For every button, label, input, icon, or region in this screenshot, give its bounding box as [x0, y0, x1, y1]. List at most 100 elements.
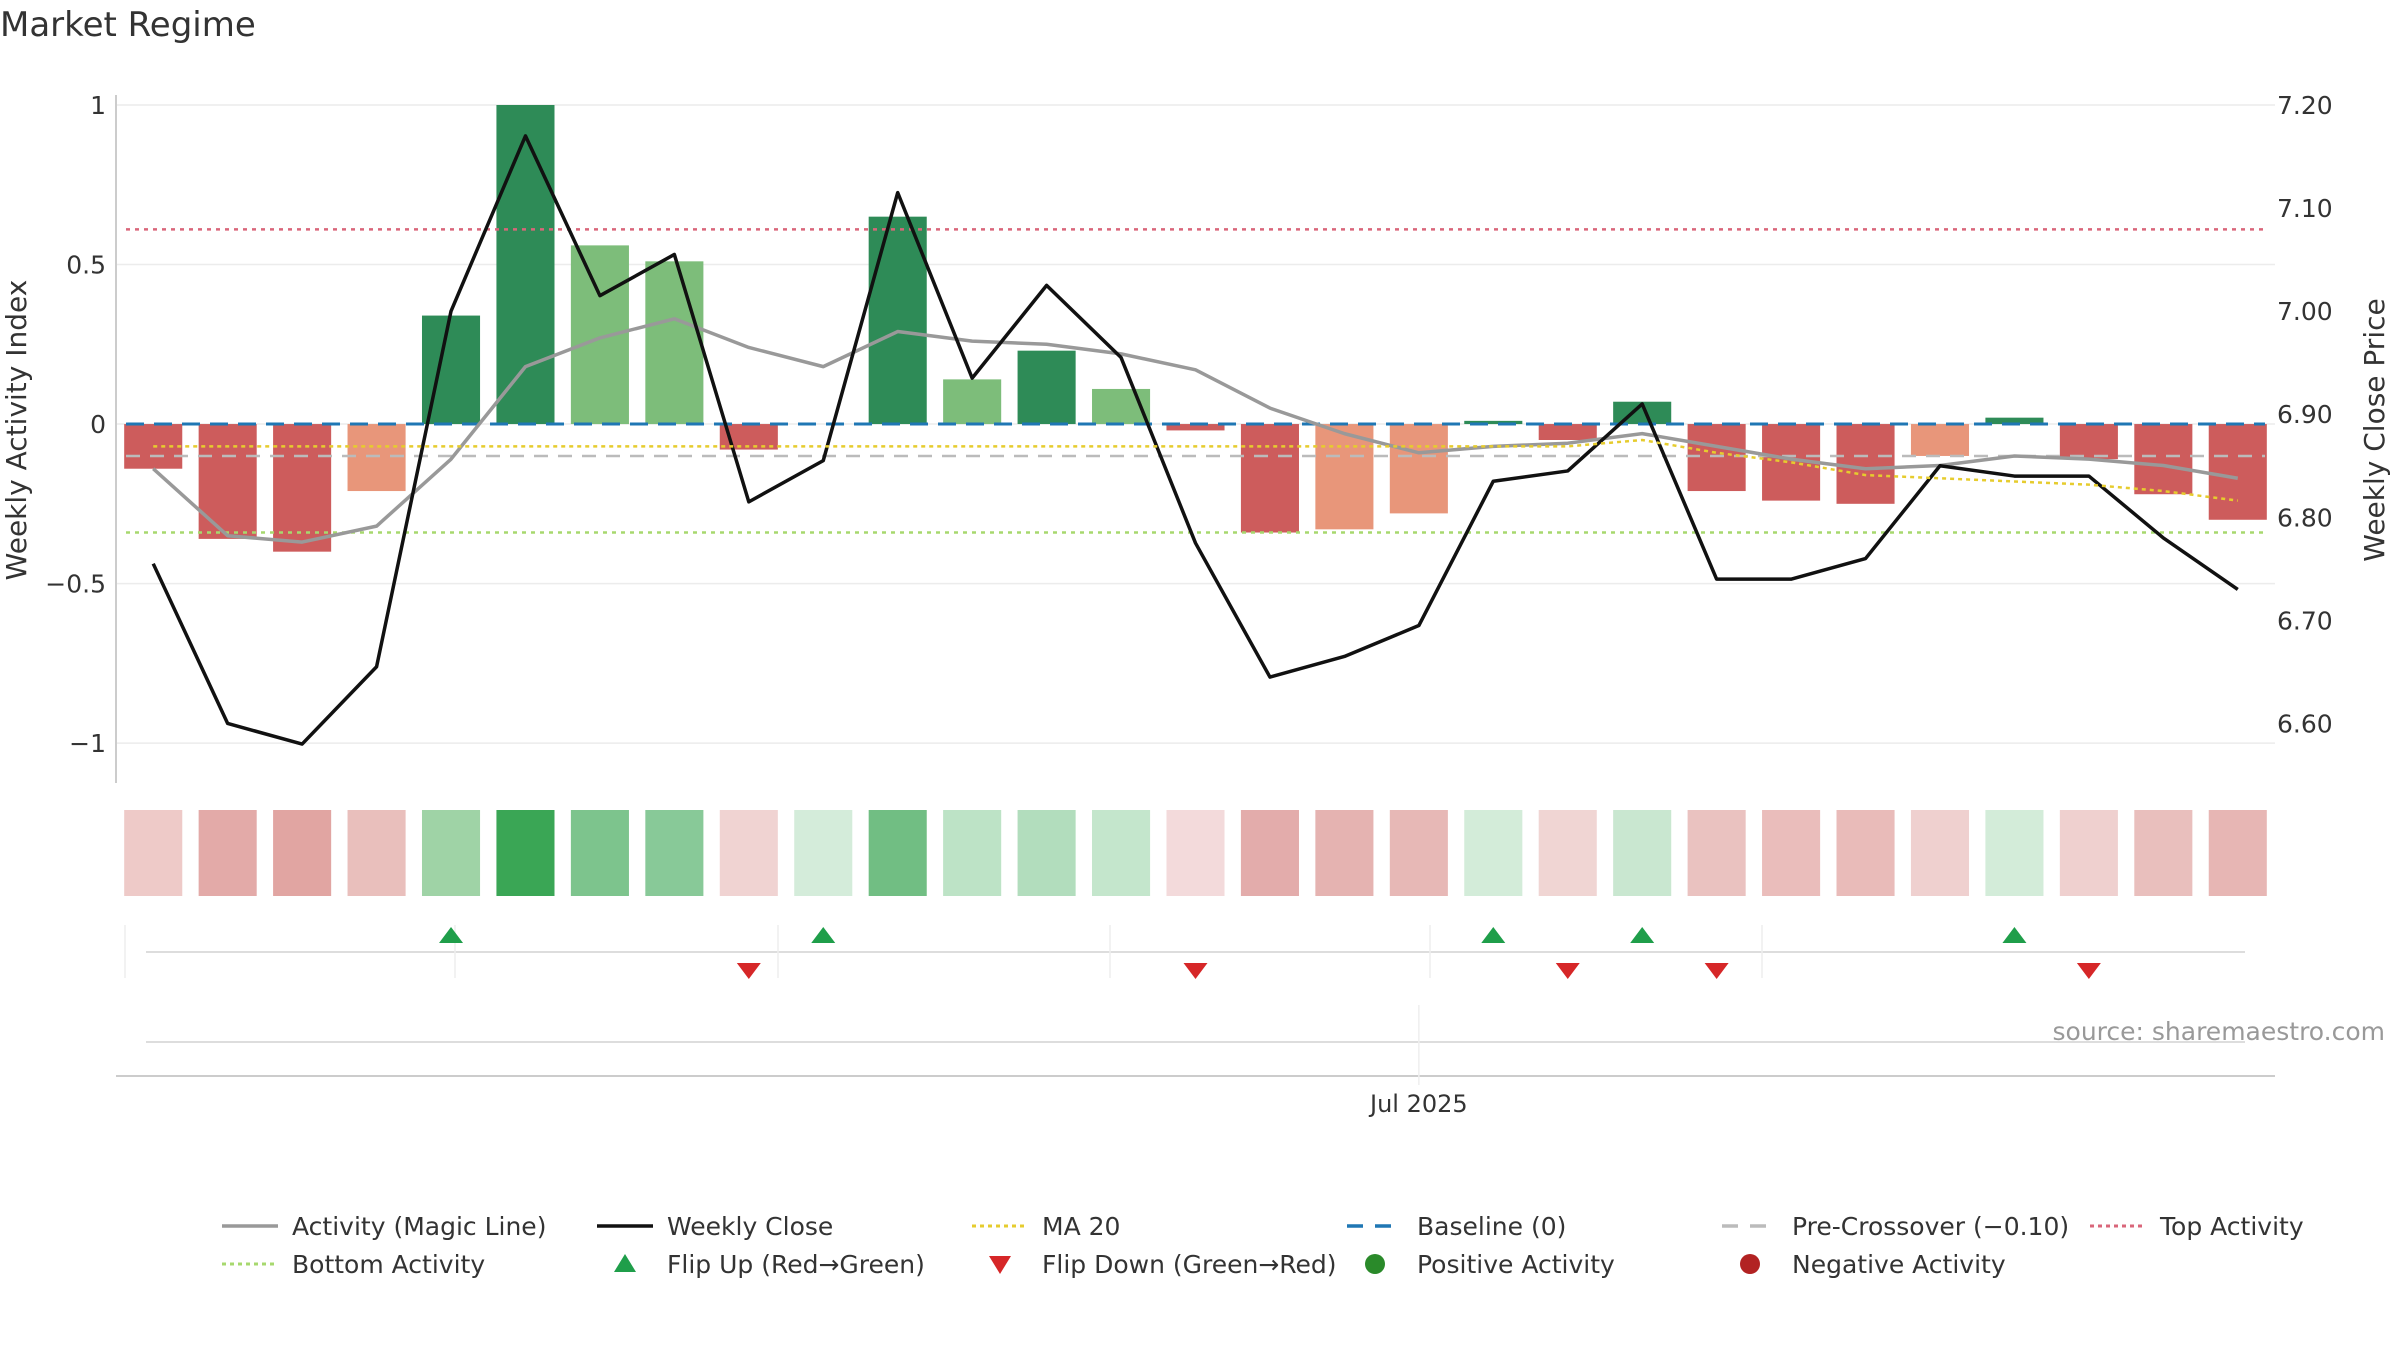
flip-up-marker	[439, 927, 464, 943]
chart-title: Market Regime	[0, 5, 256, 45]
legend-label: MA 20	[1042, 1212, 1120, 1241]
x-tick-label: Jul 2025	[1368, 1090, 1468, 1118]
heat-cell	[943, 810, 1002, 896]
legend-label: Baseline (0)	[1417, 1212, 1566, 1241]
activity-bar	[868, 216, 927, 425]
heat-cell	[198, 810, 257, 896]
legend-label: Bottom Activity	[292, 1250, 485, 1279]
heat-cell	[1836, 810, 1895, 896]
heat-cell	[1613, 810, 1672, 896]
activity-bar	[2208, 424, 2267, 520]
source-note: source: sharemaestro.com	[2053, 1017, 2386, 1046]
activity-bar	[2059, 424, 2118, 460]
activity-bar	[2134, 424, 2193, 495]
y-tick-label-left: 0	[90, 410, 106, 439]
legend-item: Weekly Close	[597, 1212, 833, 1241]
legend-label: Activity (Magic Line)	[292, 1212, 546, 1241]
legend-item: Pre-Crossover (−0.10)	[1722, 1212, 2069, 1241]
heat-cell	[1017, 810, 1076, 896]
y-tick-label-left: 1	[90, 91, 106, 120]
flip-down-marker	[1704, 963, 1729, 979]
y-tick-label-left: −0.5	[45, 570, 106, 599]
activity-bar	[1166, 424, 1225, 431]
legend-swatch	[1740, 1254, 1760, 1274]
legend-label: Pre-Crossover (−0.10)	[1792, 1212, 2069, 1241]
timeline-axis: Jul 2025	[116, 1005, 2275, 1118]
flip-up-marker	[811, 927, 836, 943]
heat-cell	[1464, 810, 1523, 896]
activity-bar	[1687, 424, 1746, 492]
legend-item: Positive Activity	[1365, 1250, 1615, 1279]
activity-bar	[1464, 420, 1523, 425]
y-tick-label-left: −1	[69, 729, 106, 758]
y-axis-label-right: Weekly Close Price	[2358, 298, 2391, 561]
legend-item: Baseline (0)	[1347, 1212, 1566, 1241]
heat-cell	[1092, 810, 1151, 896]
legend-label: Flip Up (Red→Green)	[667, 1250, 925, 1279]
magic-line	[152, 317, 2239, 544]
flip-up-marker	[2002, 927, 2027, 943]
heat-cell	[1687, 810, 1746, 896]
y-tick-label-right: 7.00	[2277, 297, 2333, 326]
heat-cell	[1910, 810, 1970, 896]
flip-down-marker	[736, 963, 761, 979]
legend-swatch	[1365, 1254, 1385, 1274]
legend-item: Activity (Magic Line)	[222, 1212, 546, 1241]
activity-bar	[1240, 424, 1299, 533]
heat-cell	[2134, 810, 2193, 896]
activity-bar	[1538, 424, 1597, 440]
flip-down-marker	[2076, 963, 2101, 979]
activity-bar	[1017, 350, 1076, 425]
legend-item: MA 20	[972, 1212, 1120, 1241]
legend-label: Weekly Close	[667, 1212, 833, 1241]
heat-cell	[1985, 810, 2044, 896]
heat-cell	[1166, 810, 1225, 896]
heat-cell	[1389, 810, 1448, 896]
activity-bar	[198, 424, 257, 539]
heat-cell	[868, 810, 927, 896]
weekly-close-line	[151, 134, 2239, 746]
heat-cell	[794, 810, 853, 896]
legend-label: Top Activity	[2159, 1212, 2304, 1241]
heat-cell	[273, 810, 332, 896]
y-tick-label-left: 0.5	[66, 251, 106, 280]
legend-label: Positive Activity	[1417, 1250, 1615, 1279]
activity-bar	[496, 105, 555, 425]
series-lines	[151, 134, 2239, 746]
heat-cell	[1315, 810, 1374, 896]
flip-down-marker	[1555, 963, 1580, 979]
flip-down-marker	[1183, 963, 1208, 979]
activity-bar	[1389, 424, 1448, 514]
flip-up-marker	[1630, 927, 1655, 943]
legend-label: Negative Activity	[1792, 1250, 2006, 1279]
activity-bar	[1910, 424, 1970, 456]
legend-item: Top Activity	[2090, 1212, 2304, 1241]
heat-cell	[347, 810, 406, 896]
activity-bar	[1985, 417, 2044, 425]
y-tick-label-right: 7.20	[2277, 91, 2333, 120]
heat-cell	[1762, 810, 1821, 896]
reference-lines	[126, 228, 2265, 534]
y-tick-label-right: 6.90	[2277, 400, 2333, 429]
activity-bar	[645, 261, 704, 425]
y-tick-label-right: 6.60	[2277, 709, 2333, 738]
legend: Activity (Magic Line) Weekly Close MA 20 Ba…	[222, 1212, 2304, 1279]
heat-cell	[719, 810, 778, 896]
heat-cell	[570, 810, 629, 896]
legend-swatch	[989, 1256, 1011, 1274]
activity-bar	[347, 424, 406, 492]
flip-up-marker	[1481, 927, 1506, 943]
legend-label: Flip Down (Green→Red)	[1042, 1250, 1337, 1279]
activity-bar	[570, 245, 629, 425]
y-tick-label-right: 6.70	[2277, 606, 2333, 635]
legend-item: Flip Down (Green→Red)	[989, 1250, 1337, 1279]
legend-item: Flip Up (Red→Green)	[614, 1250, 925, 1279]
heat-cell	[1538, 810, 1597, 896]
heat-cell	[2059, 810, 2118, 896]
legend-item: Negative Activity	[1740, 1250, 2006, 1279]
heat-cell	[496, 810, 555, 896]
ma20-line	[153, 438, 2238, 502]
heat-strip	[124, 810, 2267, 896]
